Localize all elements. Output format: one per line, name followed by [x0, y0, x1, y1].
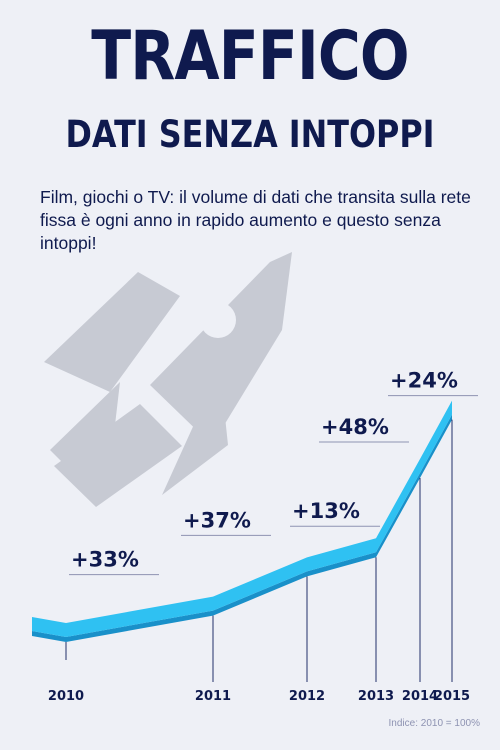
year-label-2015: 2015: [434, 689, 470, 704]
growth-label-2012: +37%: [183, 508, 251, 532]
growth-label-2015: +24%: [390, 369, 458, 393]
page-subtitle: DATI SENZA INTOPPI: [65, 113, 435, 156]
growth-label-2014: +48%: [321, 415, 389, 439]
growth-ribbon: [32, 400, 452, 642]
ribbon-top: [32, 400, 452, 637]
description-text: Film, giochi o TV: il volume di dati che…: [40, 186, 471, 253]
rocket-window: [200, 302, 236, 338]
growth-label-2013: +13%: [292, 499, 360, 523]
year-label-2010: 2010: [48, 689, 84, 704]
year-label-2014: 2014: [402, 689, 438, 704]
rocket-icon: [44, 252, 292, 507]
growth-label-2011: +33%: [71, 548, 139, 572]
year-label-2013: 2013: [358, 689, 394, 704]
year-label-2012: 2012: [289, 689, 325, 704]
year-label-2011: 2011: [195, 689, 231, 704]
index-note: Indice: 2010 = 100%: [388, 718, 480, 729]
page-title: TRAFFICO: [91, 17, 409, 96]
